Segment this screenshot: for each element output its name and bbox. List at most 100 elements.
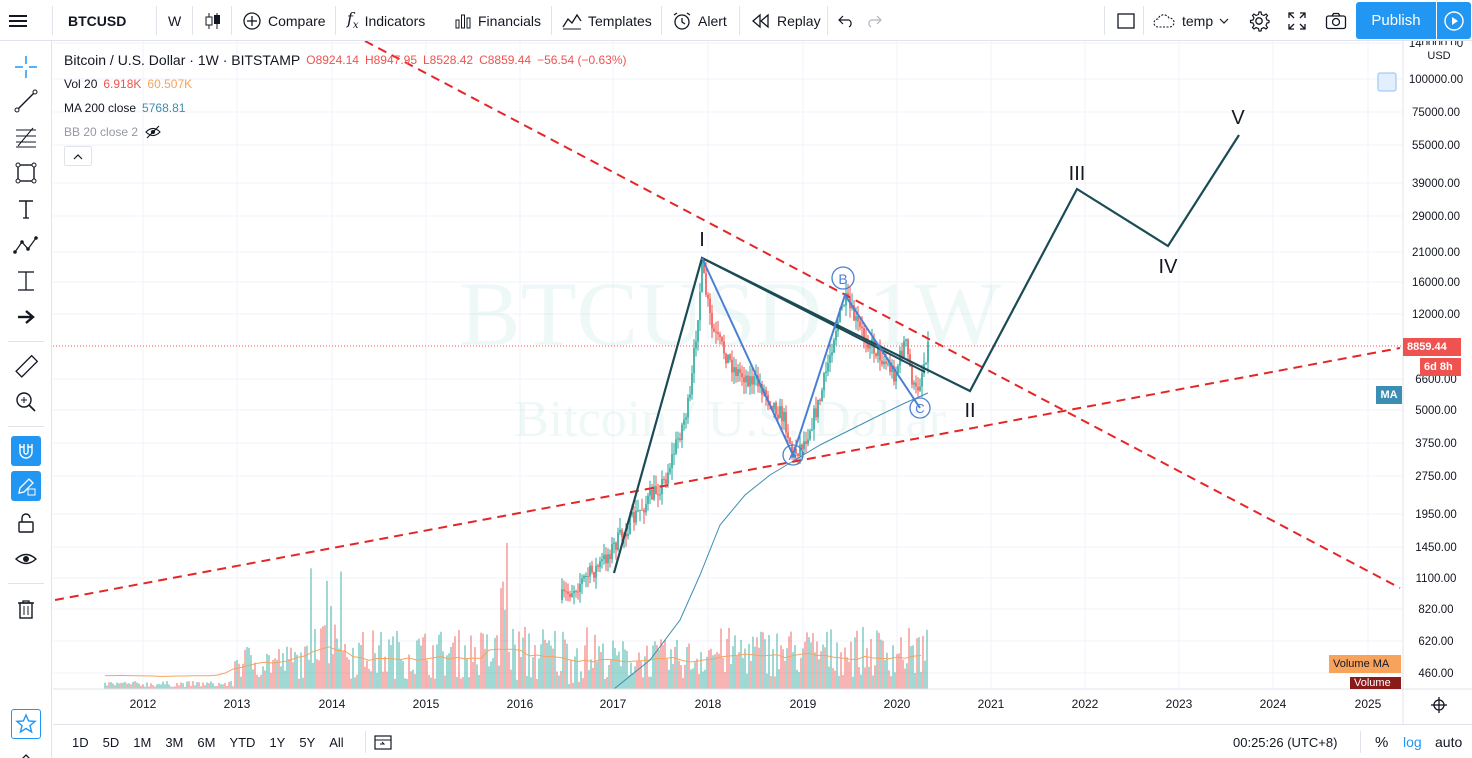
timezone-clock[interactable]: 00:25:26 (UTC+8) <box>1233 734 1338 750</box>
volume-bar <box>272 659 274 689</box>
text-tool[interactable] <box>10 193 42 225</box>
range-button-all[interactable]: All <box>329 734 344 750</box>
lock-drawings-button[interactable] <box>10 507 42 539</box>
candle-body <box>717 332 719 335</box>
volume-bar <box>598 646 600 689</box>
range-button-1y[interactable]: 1Y <box>269 734 286 750</box>
auto-scale-toggle[interactable]: auto <box>1435 734 1463 750</box>
fullscreen-button[interactable] <box>1287 0 1307 41</box>
volume-bar <box>216 686 218 689</box>
layout-select-button[interactable] <box>1116 0 1136 41</box>
volume-bar <box>416 640 418 689</box>
shape-tool[interactable] <box>10 157 42 189</box>
zoom-tool[interactable] <box>10 386 42 418</box>
volume-bar <box>484 648 486 689</box>
indicators-button[interactable]: fx Indicators <box>347 9 426 32</box>
range-button-1d[interactable]: 1D <box>72 734 89 750</box>
chart-style-button[interactable] <box>204 0 222 41</box>
remove-drawings-button[interactable] <box>10 593 42 625</box>
goto-date-button[interactable] <box>373 725 393 758</box>
save-layout-button[interactable]: temp <box>1152 0 1229 41</box>
symbol-search-button[interactable]: BTCUSD <box>68 12 127 29</box>
volume-bar <box>314 629 316 689</box>
currency-badge <box>1422 45 1456 63</box>
volume-bar <box>738 652 740 689</box>
volume-bar <box>890 676 892 689</box>
range-button-5y[interactable]: 5Y <box>299 734 316 750</box>
wave-label-c: C <box>915 401 924 416</box>
candle-body <box>591 565 593 573</box>
favorites-button[interactable] <box>11 709 41 739</box>
financials-button[interactable]: Financials <box>454 0 541 41</box>
axis-settings-button[interactable] <box>1431 697 1447 713</box>
compare-button[interactable]: Compare <box>242 0 326 41</box>
volume-bar <box>552 648 554 689</box>
bb-legend[interactable]: BB 20 close 2 <box>64 120 627 144</box>
lower-trendline[interactable] <box>54 347 1401 601</box>
candle-body <box>573 591 575 594</box>
replay-button[interactable]: Replay <box>751 0 821 41</box>
pattern-tool[interactable] <box>10 229 42 261</box>
ma-legend[interactable]: MA 200 close 5768.81 <box>64 96 627 120</box>
templates-button[interactable]: Templates <box>562 0 652 41</box>
volume-bar <box>214 686 216 689</box>
hide-drawings-button[interactable] <box>10 543 42 575</box>
redo-button[interactable] <box>866 0 882 41</box>
upper-trendline[interactable] <box>364 41 1401 589</box>
publish-button[interactable]: Publish <box>1356 2 1436 39</box>
price-chart[interactable]: BTCUSD, 1W Bitcoin / U.S. Dollar I II II… <box>53 41 1472 724</box>
fib-tool[interactable] <box>10 121 42 153</box>
volume-bar <box>734 635 736 689</box>
volume-bar <box>240 676 242 689</box>
scale-toggle-icon[interactable] <box>1377 72 1397 92</box>
volume-bar <box>434 678 436 689</box>
menu-button[interactable] <box>8 0 28 41</box>
undo-button[interactable] <box>838 0 854 41</box>
volume-legend[interactable]: Vol 20 6.918K 60.507K <box>64 72 627 96</box>
volume-bar <box>710 648 712 689</box>
range-button-6m[interactable]: 6M <box>197 734 216 750</box>
candle-body <box>709 298 711 313</box>
range-button-ytd[interactable]: YTD <box>229 734 256 750</box>
square-layout-icon <box>1117 12 1135 29</box>
publish-video-button[interactable] <box>1437 2 1471 39</box>
volume-bar <box>380 632 382 689</box>
magnet-mode-button[interactable] <box>11 436 41 466</box>
settings-button[interactable] <box>1248 0 1270 41</box>
stay-in-drawing-mode-button[interactable] <box>11 471 41 501</box>
volume-bar <box>116 682 118 689</box>
volume-bar <box>698 674 700 689</box>
volume-bar <box>874 665 876 689</box>
collapse-toolbar-button[interactable] <box>10 741 42 758</box>
measure-range-tool[interactable] <box>10 265 42 297</box>
range-button-1m[interactable]: 1M <box>133 734 152 750</box>
interval-button[interactable]: W <box>168 12 182 29</box>
range-button-5d[interactable]: 5D <box>102 734 120 750</box>
range-button-3m[interactable]: 3M <box>165 734 184 750</box>
elliott-impulse-wave[interactable] <box>612 134 1240 574</box>
candle-body <box>857 316 859 322</box>
alert-button[interactable]: Alert <box>672 0 727 41</box>
candle-body <box>859 321 861 327</box>
arrow-tool[interactable] <box>10 301 42 333</box>
snapshot-button[interactable] <box>1325 0 1347 41</box>
ruler-tool[interactable] <box>10 351 42 383</box>
candle-body <box>721 337 723 342</box>
volume-bar <box>590 659 592 689</box>
volume-bar <box>582 678 584 689</box>
candle-body <box>583 575 585 579</box>
abc-correction-wave[interactable] <box>701 257 921 458</box>
log-scale-toggle[interactable]: log <box>1403 734 1422 750</box>
candle-body <box>823 373 825 391</box>
volume-bar <box>286 646 288 689</box>
main-series-legend[interactable]: Bitcoin / U.S. Dollar · 1W · BITSTAMP O8… <box>64 48 627 72</box>
percent-scale-toggle[interactable]: % <box>1375 733 1389 751</box>
crosshair-tool[interactable] <box>10 51 42 83</box>
volume-bar <box>218 682 220 689</box>
trend-line-tool[interactable] <box>10 85 42 117</box>
eye-crossed-icon[interactable] <box>144 125 162 139</box>
collapse-legend-button[interactable] <box>64 146 92 166</box>
volume-bar <box>634 666 636 689</box>
candle-body <box>665 479 667 484</box>
time-axis[interactable]: 2012 2013 2014 2015 2016 2017 2018 2019 2020 2021… <box>130 697 1382 711</box>
